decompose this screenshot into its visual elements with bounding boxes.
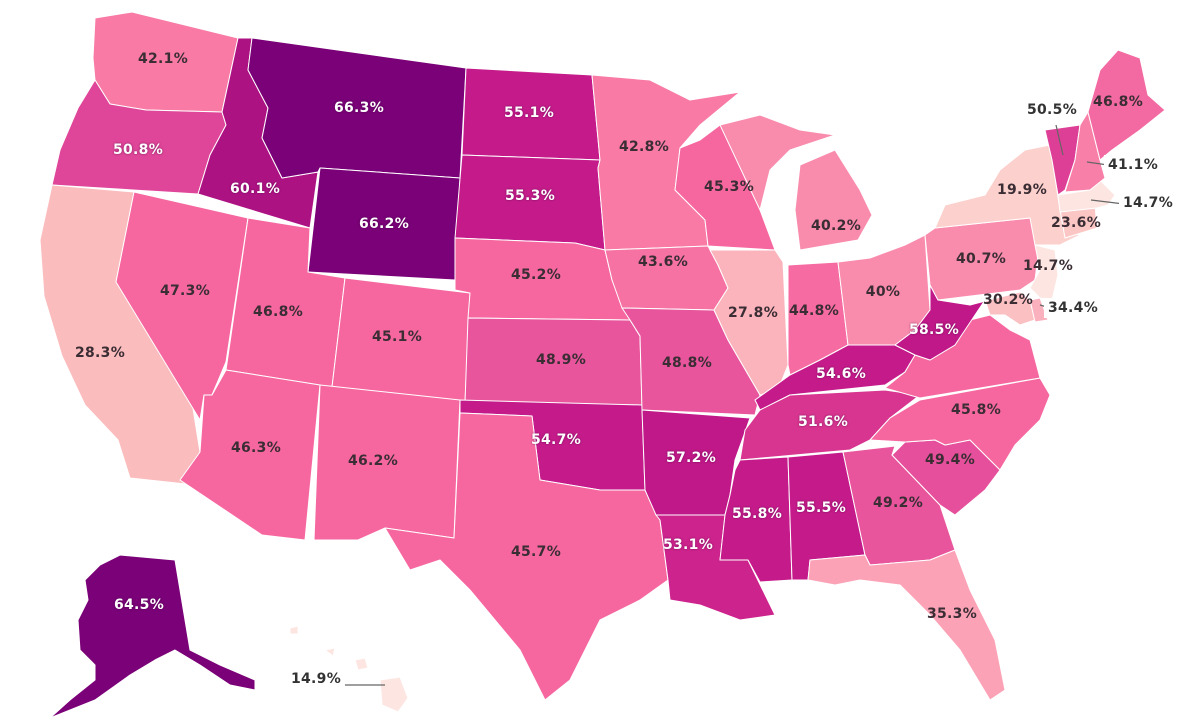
state-PA[interactable]: [924, 217, 1041, 301]
state-NE[interactable]: [454, 237, 631, 321]
state-DE[interactable]: [1029, 297, 1049, 323]
state-WY[interactable]: [307, 167, 461, 281]
state-TX[interactable]: [384, 412, 669, 701]
state-IA[interactable]: [604, 245, 729, 311]
state-SD[interactable]: [454, 154, 606, 251]
state-ND[interactable]: [461, 67, 601, 161]
state-MI[interactable]: [719, 114, 873, 251]
state-ME[interactable]: [1087, 49, 1166, 161]
state-VA[interactable]: [884, 314, 1041, 399]
state-CO[interactable]: [331, 277, 471, 404]
state-MT[interactable]: [247, 37, 467, 179]
state-AK[interactable]: [49, 554, 256, 719]
vt-leader-line: [1055, 124, 1064, 156]
state-WA[interactable]: [92, 11, 239, 113]
state-NM[interactable]: [313, 384, 461, 541]
state-HI[interactable]: [289, 625, 409, 713]
state-KS[interactable]: [464, 317, 643, 406]
state-AZ[interactable]: [179, 369, 321, 541]
state-IL[interactable]: [709, 249, 789, 396]
state-MD[interactable]: [969, 291, 1036, 326]
ma-leader-line: [1090, 199, 1125, 205]
state-FL[interactable]: [807, 549, 1006, 701]
